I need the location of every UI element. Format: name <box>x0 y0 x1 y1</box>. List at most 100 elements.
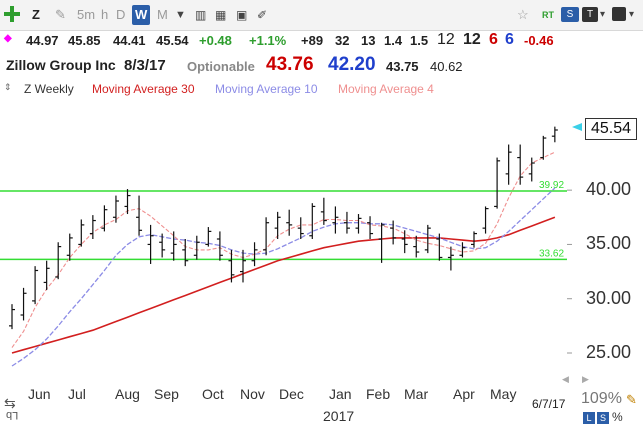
star-icon[interactable]: ☆ <box>517 7 529 22</box>
stat-4: 1.4 <box>384 33 403 48</box>
ohlc-bar <box>274 211 281 240</box>
add-symbol-icon[interactable] <box>4 6 20 22</box>
legend-ma4[interactable]: Moving Average 4 <box>338 82 434 96</box>
percent-button[interactable]: % <box>612 410 623 424</box>
toolbar: Z ✎ 5m h D W M ▼ ▥ ▦ ▣ ✐ ☆ RT S T ▾ ▾ <box>0 0 643 31</box>
company-name: Zillow Group Inc <box>6 57 116 73</box>
price-red: 43.76 <box>266 54 314 75</box>
pencil-icon[interactable]: ✎ <box>55 7 66 22</box>
interval-monthly[interactable]: M <box>157 7 168 22</box>
ohlc-bar <box>286 209 293 236</box>
ohlc-bar <box>367 216 374 240</box>
low-value: 44.41 <box>113 33 146 48</box>
quote-line: ◆ 44.97 45.85 44.41 45.54 +0.48 +1.1% +8… <box>0 31 643 51</box>
chevron-down-icon[interactable]: ▼ <box>175 9 186 21</box>
picture-icon[interactable]: ▣ <box>236 8 248 22</box>
ohlc-bar <box>182 239 189 267</box>
ma30-line <box>11 216 556 354</box>
rt-label[interactable]: RT <box>542 10 554 20</box>
ohlc-bar <box>147 224 154 264</box>
s-icon[interactable]: S <box>561 7 579 22</box>
ohlc-bar <box>378 222 385 263</box>
ohlc-bar <box>228 249 235 283</box>
horizontal-line-label: 39.92 <box>539 180 564 191</box>
diamond-icon: ◆ <box>4 33 12 44</box>
ohlc-bar <box>459 242 466 258</box>
ohlc-bar <box>216 231 223 261</box>
stat-2: 32 <box>335 33 350 48</box>
log-scale-icon[interactable]: Lb <box>6 409 19 421</box>
ohlc-bar <box>43 260 50 291</box>
y-tick-label: 40.00 <box>586 179 632 200</box>
x-tick-label: Nov <box>240 386 265 402</box>
edit-icon[interactable]: ✎ <box>626 392 637 407</box>
updown-icon[interactable]: ⇕ <box>4 82 12 92</box>
ohlc-bar <box>78 219 85 247</box>
legend-ma10[interactable]: Moving Average 10 <box>215 82 318 96</box>
interval-weekly[interactable]: W <box>132 5 151 25</box>
x-tick-label: May <box>490 386 517 402</box>
stat-6: 12 <box>437 31 455 48</box>
refresh-icon[interactable]: ⇆ <box>4 395 16 411</box>
x-tick-label: Jul <box>68 386 86 402</box>
scroll-left-icon[interactable]: ◀ <box>562 374 569 384</box>
stat-5: 1.5 <box>410 33 429 48</box>
candle-icon[interactable]: ▦ <box>215 8 227 22</box>
ohlc-bar <box>9 304 15 330</box>
x-tick-label: Apr <box>453 386 475 402</box>
draw-icon[interactable]: ✐ <box>257 8 268 22</box>
ohlc-bar <box>55 242 62 280</box>
scroll-right-icon[interactable]: ▶ <box>582 374 589 384</box>
price-blue: 42.20 <box>328 54 376 75</box>
ohlc-bar <box>505 144 512 185</box>
x-tick-label: Aug <box>115 386 140 402</box>
zoom-level[interactable]: 109% <box>581 390 622 407</box>
t-icon[interactable]: T <box>582 7 598 22</box>
interval-daily[interactable]: D <box>116 7 126 22</box>
legend: ⇕ Z Weekly Moving Average 30 Moving Aver… <box>0 80 643 98</box>
change-pct-value: +1.1% <box>249 33 287 48</box>
ohlc-bar <box>66 233 73 261</box>
y-tick-label: 25.00 <box>586 342 632 362</box>
x-tick-label: Mar <box>404 386 429 402</box>
lock-icon[interactable]: L <box>583 412 595 424</box>
price-4: 40.62 <box>430 59 463 74</box>
legend-main[interactable]: Z Weekly <box>24 82 74 96</box>
ohlc-bar <box>32 266 39 305</box>
dropdown-icon-2[interactable]: ▾ <box>629 9 635 20</box>
legend-ma30[interactable]: Moving Average 30 <box>92 82 195 96</box>
ma4-line <box>11 151 556 348</box>
title-line: Zillow Group Inc 8/3/17 Optionable 43.76… <box>0 54 643 78</box>
color-icon[interactable] <box>612 7 626 21</box>
ohlc-bar <box>494 157 501 209</box>
last-price-value: 45.54 <box>590 120 632 137</box>
s-scale-icon[interactable]: S <box>597 412 609 424</box>
interval-hourly[interactable]: h <box>101 7 109 22</box>
ohlc-bar <box>390 220 397 245</box>
ohlc-bar <box>297 217 304 240</box>
ohlc-bar <box>540 135 547 160</box>
y-tick-label: 35.00 <box>586 233 632 254</box>
open-value: 44.97 <box>26 33 59 48</box>
ohlc-bar <box>205 227 212 247</box>
ohlc-bar <box>320 197 327 225</box>
stat-9: 6 <box>505 31 514 48</box>
bar-chart-icon[interactable]: ▥ <box>195 8 207 22</box>
interval-5m[interactable]: 5m <box>77 7 96 22</box>
ohlc-bar <box>136 195 143 236</box>
optionable-label: Optionable <box>187 59 255 74</box>
status-date: 6/7/17 <box>532 397 566 411</box>
change-value: +0.48 <box>199 33 232 48</box>
dropdown-icon[interactable]: ▾ <box>600 9 606 20</box>
ohlc-bar <box>193 235 200 260</box>
ohlc-bar <box>159 233 166 258</box>
x-tick-label: Feb <box>366 386 391 402</box>
x-tick-label: Dec <box>279 386 304 402</box>
ohlc-bar <box>332 206 339 234</box>
ohlc-bar <box>170 231 177 261</box>
ohlc-bar <box>413 235 420 258</box>
ohlc-bar <box>343 211 350 234</box>
high-value: 45.85 <box>68 33 101 48</box>
symbol-label[interactable]: Z <box>32 7 40 22</box>
